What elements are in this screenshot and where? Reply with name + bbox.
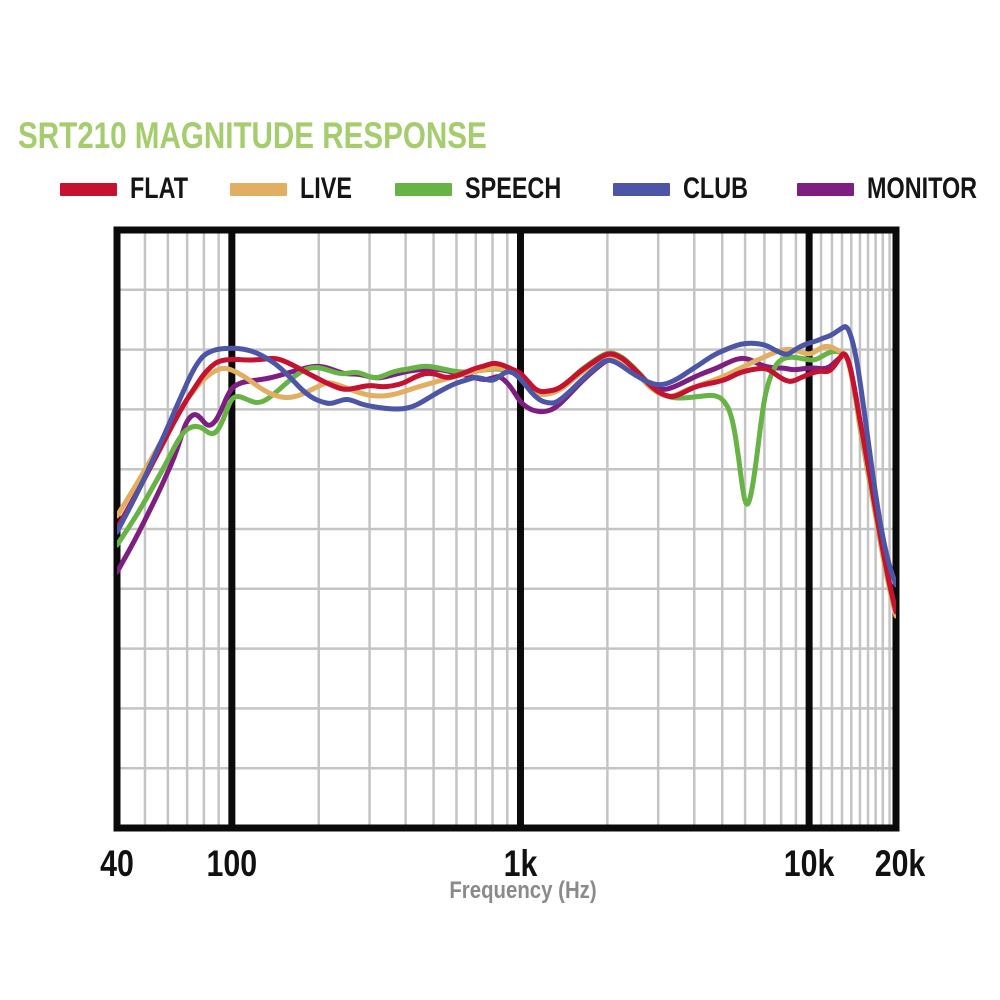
monitor-color-swatch [797, 182, 854, 196]
legend-item-live: LIVE [230, 174, 367, 204]
x-tick-label-20k: 20k [875, 843, 926, 885]
legend-label-live: LIVE [300, 172, 353, 205]
legend-item-monitor: MONITOR [797, 174, 1000, 204]
speech-color-swatch [395, 182, 452, 196]
legend-label-speech: SPEECH [465, 172, 562, 205]
legend-label-club: CLUB [683, 172, 748, 205]
x-axis-title: Frequency (Hz) [449, 876, 596, 903]
x-tick-label-1k: 1k [504, 843, 538, 885]
club-color-swatch [613, 182, 670, 196]
curve-monitor [117, 352, 896, 617]
live-color-swatch [230, 182, 287, 196]
legend-label-flat: FLAT [130, 172, 189, 205]
flat-color-swatch [60, 182, 117, 196]
legend-item-club: CLUB [613, 174, 766, 204]
legend-item-flat: FLAT [60, 174, 204, 204]
curve-flat [117, 351, 896, 615]
x-tick-label-10k: 10k [784, 843, 835, 885]
legend: FLAT LIVE SPEECH CLUB MONITOR [0, 174, 1000, 204]
curve-club [117, 324, 896, 588]
x-tick-label-100: 100 [207, 843, 258, 885]
legend-label-monitor: MONITOR [867, 172, 978, 205]
legend-item-speech: SPEECH [395, 174, 588, 204]
x-tick-label-40: 40 [100, 843, 134, 885]
chart-title: SRT210 MAGNITUDE RESPONSE [18, 115, 487, 156]
